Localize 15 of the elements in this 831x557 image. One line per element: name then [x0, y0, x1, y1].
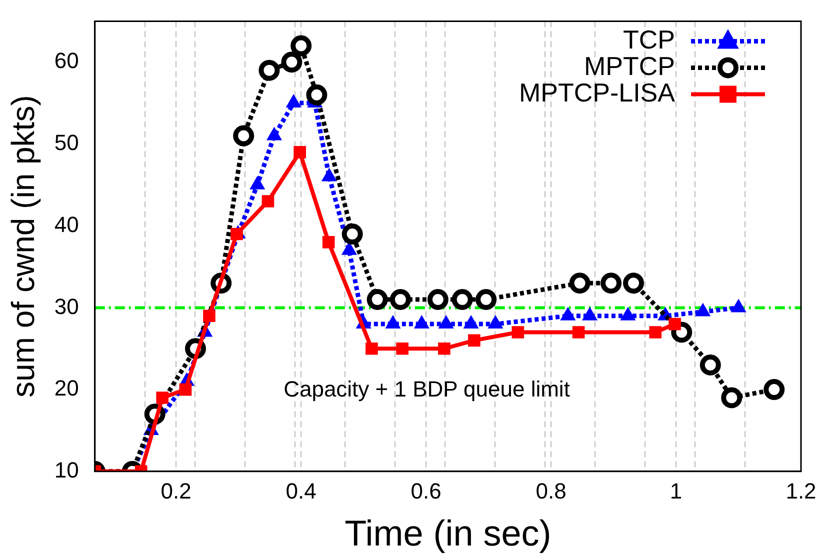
x-tick-label: 1.2 [786, 478, 816, 504]
y-tick-label: 40 [54, 212, 79, 237]
y-tick-label: 20 [54, 376, 79, 401]
y-axis-title: sum of cwnd (in pkts) [5, 95, 42, 398]
x-tick-label: 0.8 [536, 478, 566, 504]
y-tick-label: 30 [54, 294, 79, 319]
y-tick-label: 50 [54, 130, 79, 156]
x-axis-title: Time (in sec) [344, 512, 552, 554]
x-tick-label: 0.4 [286, 478, 316, 504]
x-tick-label: 0.6 [410, 478, 442, 504]
x-tick-label: 1 [670, 478, 682, 504]
annotation: Capacity + 1 BDP queue limit [284, 376, 570, 402]
x-tick-label: 0.2 [160, 478, 192, 504]
y-tick-label: 10 [54, 457, 79, 482]
y-tick-label: 60 [54, 48, 79, 74]
